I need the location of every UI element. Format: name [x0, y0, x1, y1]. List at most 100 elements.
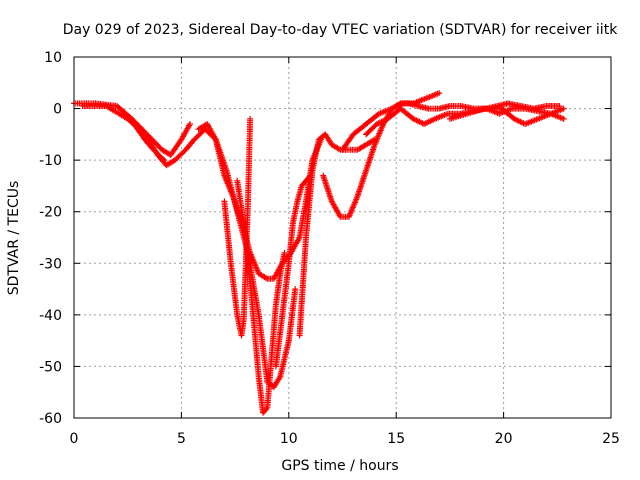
- data-point: [330, 200, 333, 203]
- data-point: [365, 123, 367, 125]
- data-point: [257, 272, 260, 275]
- data-point: [305, 236, 307, 239]
- data-point: [223, 174, 226, 177]
- data-point: [81, 105, 84, 107]
- data-point: [281, 314, 284, 316]
- data-point: [348, 149, 350, 151]
- data-point: [214, 138, 217, 141]
- data-point: [279, 272, 282, 275]
- data-point: [449, 105, 451, 107]
- data-point: [133, 123, 135, 125]
- data-point: [161, 149, 163, 151]
- plot-frame: [73, 56, 612, 419]
- data-point: [152, 149, 155, 151]
- data-point: [341, 149, 344, 151]
- data-point: [408, 102, 410, 105]
- y-tick-label: -40: [39, 308, 62, 324]
- data-point: [562, 107, 565, 110]
- data-point: [545, 105, 548, 107]
- data-point: [550, 112, 552, 115]
- y-axis-label: SDTVAR / TECUs: [6, 181, 22, 296]
- data-point: [169, 154, 172, 156]
- y-axis-ticks: 10 0 -10 -20 -30 -40 -50 -60: [39, 50, 611, 427]
- data-point: [197, 128, 200, 130]
- data-point: [223, 200, 226, 203]
- y-tick-label: -30: [39, 256, 62, 272]
- data-series: [71, 90, 567, 416]
- series-track-4: [221, 115, 254, 339]
- series-track-5: [234, 177, 288, 416]
- series-track-11: [339, 100, 563, 153]
- data-point: [275, 365, 277, 368]
- data-point: [373, 143, 376, 146]
- data-point: [348, 216, 350, 218]
- data-point: [356, 149, 359, 151]
- data-point: [511, 107, 513, 110]
- data-point: [466, 112, 468, 115]
- data-point: [292, 221, 294, 223]
- y-tick-label: 10: [44, 50, 62, 66]
- data-point: [272, 277, 275, 280]
- data-point: [266, 277, 269, 280]
- data-point: [245, 236, 247, 239]
- x-tick-label: 5: [177, 431, 186, 447]
- x-tick-label: 10: [280, 431, 298, 447]
- data-point: [438, 107, 440, 110]
- data-point: [423, 123, 425, 125]
- data-point: [193, 138, 196, 141]
- data-point: [283, 252, 286, 254]
- data-point: [257, 375, 260, 378]
- data-point: [513, 118, 516, 120]
- data-point: [425, 97, 428, 100]
- data-point: [298, 334, 301, 337]
- data-point: [449, 118, 451, 120]
- data-point: [288, 262, 290, 265]
- data-point: [434, 118, 436, 120]
- data-point: [236, 314, 239, 316]
- data-point: [399, 107, 402, 110]
- data-point: [562, 118, 565, 120]
- data-point: [376, 123, 378, 125]
- y-tick-label: -10: [39, 153, 62, 169]
- x-tick-label: 25: [602, 431, 620, 447]
- y-tick-label: 0: [53, 102, 62, 118]
- data-point: [391, 107, 393, 110]
- data-point: [311, 169, 314, 172]
- data-point: [324, 133, 327, 136]
- data-point: [257, 314, 260, 316]
- data-point: [330, 143, 333, 146]
- data-point: [249, 118, 251, 120]
- chart-title: Day 029 of 2023, Sidereal Day-to-day VTE…: [63, 22, 618, 38]
- data-point: [485, 107, 488, 110]
- data-point: [122, 112, 125, 115]
- data-point: [189, 123, 191, 125]
- series-track-8: [320, 90, 443, 220]
- data-point: [356, 195, 359, 198]
- data-point: [105, 105, 108, 107]
- data-point: [251, 303, 254, 306]
- data-point: [500, 107, 503, 110]
- data-point: [240, 334, 243, 337]
- data-point: [288, 339, 290, 342]
- data-point: [144, 138, 146, 141]
- data-point: [165, 164, 168, 167]
- data-point: [412, 118, 415, 120]
- data-point: [230, 262, 232, 265]
- data-point: [270, 355, 273, 357]
- data-point: [365, 133, 367, 136]
- data-point: [416, 105, 419, 107]
- x-axis-ticks: 0 5 10 15 20 25: [70, 57, 620, 447]
- data-point: [446, 112, 449, 115]
- data-point: [498, 112, 501, 115]
- data-point: [296, 200, 299, 203]
- data-point: [305, 200, 307, 203]
- data-point: [305, 179, 307, 182]
- data-point: [386, 118, 389, 120]
- series-track-6: [272, 172, 314, 370]
- data-point: [399, 102, 402, 105]
- data-point: [180, 138, 183, 141]
- y-tick-label: -50: [39, 359, 62, 375]
- data-point: [272, 386, 275, 388]
- data-point: [275, 303, 277, 306]
